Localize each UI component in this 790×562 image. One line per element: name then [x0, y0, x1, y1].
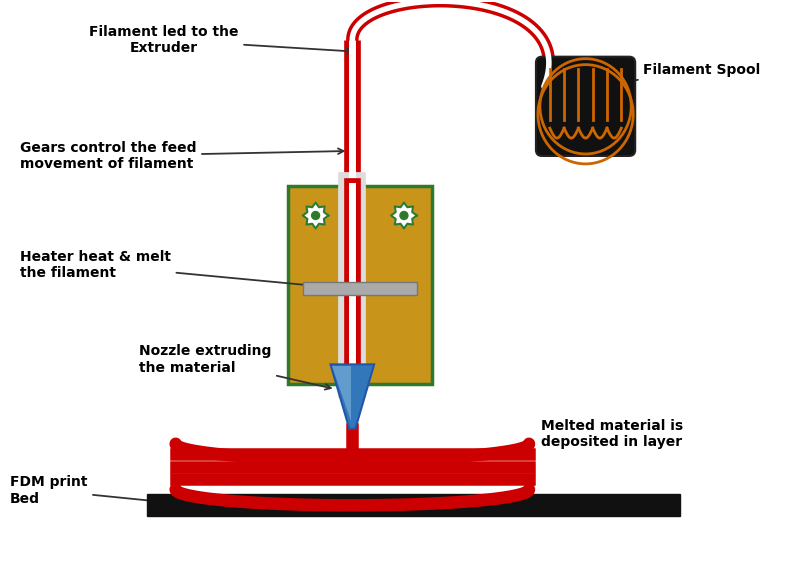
Polygon shape [303, 202, 329, 228]
Bar [303, 283, 417, 296]
Text: Filament led to the
Extruder: Filament led to the Extruder [89, 25, 352, 55]
Bar [288, 185, 431, 384]
Circle shape [311, 211, 320, 220]
Text: Gears control the feed
movement of filament: Gears control the feed movement of filam… [20, 141, 344, 171]
Bar [147, 495, 680, 516]
Circle shape [400, 211, 408, 220]
Polygon shape [391, 202, 417, 228]
Text: FDM print
Bed: FDM print Bed [10, 475, 182, 506]
Polygon shape [333, 366, 352, 421]
Polygon shape [330, 364, 374, 429]
Text: Melted material is
deposited in layer: Melted material is deposited in layer [541, 419, 683, 449]
Text: Filament Spool: Filament Spool [551, 62, 761, 96]
FancyBboxPatch shape [536, 57, 635, 156]
Text: Heater heat & melt
the filament: Heater heat & melt the filament [20, 250, 344, 291]
Text: Nozzle extruding
the material: Nozzle extruding the material [139, 345, 331, 389]
